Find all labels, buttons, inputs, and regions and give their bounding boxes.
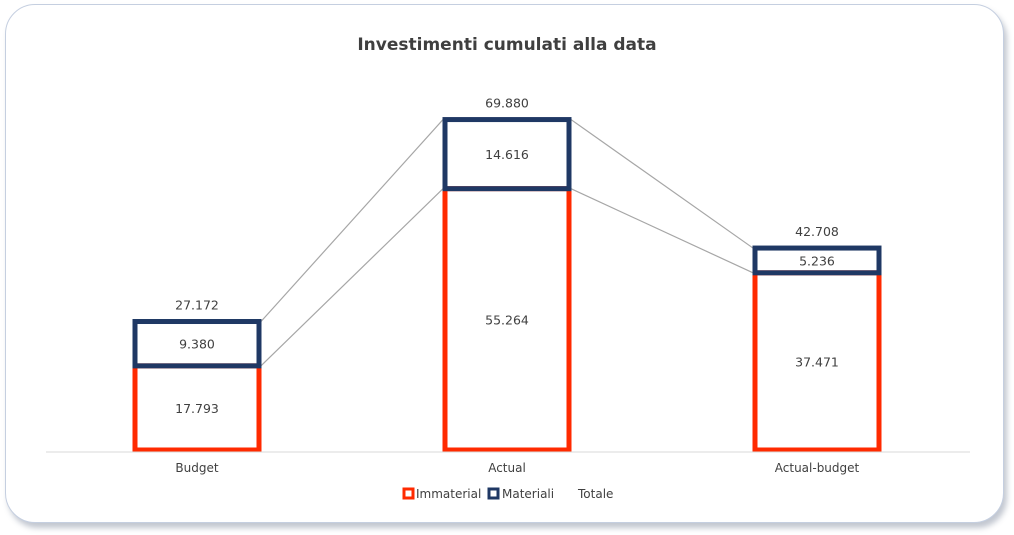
data-label-total-0: 27.172 [175,298,219,313]
category-label-2: Actual-budget [775,461,860,475]
data-label-materiali-0: 9.380 [179,337,215,352]
data-label-total-2: 42.708 [795,224,839,239]
legend: Immaterial Materiali Totale [402,487,613,501]
legend-swatch-materiali [487,487,500,500]
connector-total-0 [260,119,444,322]
legend-swatch-immaterial [402,487,415,500]
category-label-0: Budget [175,461,218,475]
data-label-immaterial-0: 17.793 [175,401,219,416]
connector-immaterial-1 [570,188,754,274]
chart-card [5,4,1004,523]
connector-lines [260,119,754,367]
bar-materiali-1 [442,117,572,192]
legend-label-immaterial: Immaterial [416,487,481,501]
data-label-immaterial-1: 55.264 [485,312,529,327]
legend-label-materiali: Materiali [502,487,554,501]
legend-label-totale: Totale [577,487,613,501]
data-label-immaterial-2: 37.471 [795,354,839,369]
labels: 17.793 9.380 27.172 Budget 55.264 14.616 69.88… [175,96,859,475]
connector-total-1 [570,119,754,249]
data-label-total-1: 69.880 [485,96,529,111]
bars [132,117,882,453]
bar-materiali-0 [132,319,262,369]
chart-title: Investimenti cumulati alla data [357,35,656,55]
category-label-1: Actual [488,461,526,475]
data-label-materiali-1: 14.616 [485,147,529,162]
connector-immaterial-0 [260,188,444,367]
data-label-materiali-2: 5.236 [799,253,835,268]
bar-materiali-2 [752,245,882,276]
